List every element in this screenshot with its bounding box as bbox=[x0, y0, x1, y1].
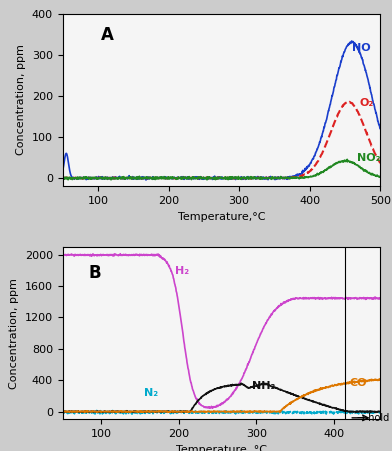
Text: → hold: → hold bbox=[357, 413, 389, 423]
Text: B: B bbox=[88, 264, 101, 282]
Text: CO: CO bbox=[349, 378, 367, 388]
X-axis label: Temperature, °C: Temperature, °C bbox=[176, 445, 267, 451]
Y-axis label: Concentration, ppm: Concentration, ppm bbox=[16, 45, 26, 155]
X-axis label: Temperature,°C: Temperature,°C bbox=[178, 212, 265, 221]
Text: NO: NO bbox=[352, 42, 371, 53]
Text: N₂: N₂ bbox=[144, 388, 158, 398]
Text: NH₃: NH₃ bbox=[252, 381, 276, 391]
Text: O₂: O₂ bbox=[359, 98, 373, 108]
Y-axis label: Concentration, ppm: Concentration, ppm bbox=[9, 278, 19, 388]
Text: NO₂: NO₂ bbox=[357, 153, 381, 163]
Text: A: A bbox=[101, 26, 114, 44]
Text: H₂: H₂ bbox=[175, 266, 189, 276]
